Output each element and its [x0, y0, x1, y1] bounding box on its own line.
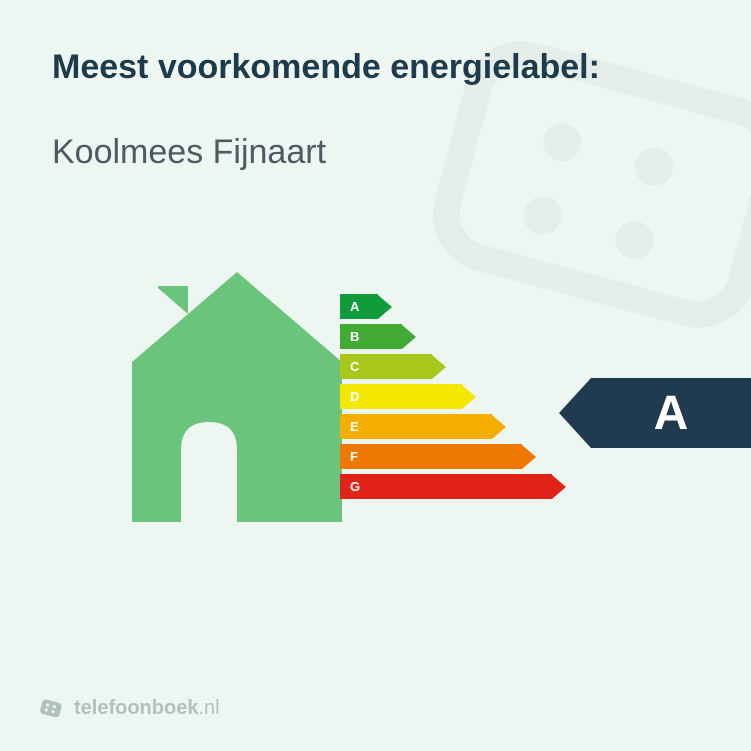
page-title: Meest voorkomende energielabel:: [52, 48, 699, 87]
energy-bar-c: C: [340, 354, 566, 379]
chevron-right-icon: [432, 355, 446, 379]
chevron-right-icon: [378, 295, 392, 319]
badge-arrow: [559, 378, 591, 448]
footer-brand-name: telefoonboek: [74, 697, 198, 719]
bar-label: B: [340, 324, 402, 349]
location-name: Koolmees Fijnaart: [52, 133, 699, 172]
footer-brand-ext: .nl: [198, 697, 219, 719]
energy-bar-f: F: [340, 444, 566, 469]
result-badge: A: [559, 378, 751, 448]
energy-bar-e: E: [340, 414, 566, 439]
bar-label: A: [340, 294, 378, 319]
house-icon: [132, 272, 342, 522]
energy-label-card: Meest voorkomende energielabel: Koolmees…: [0, 0, 751, 751]
bar-label: D: [340, 384, 462, 409]
bar-label: C: [340, 354, 432, 379]
footer-text: telefoonboek.nl: [74, 697, 220, 720]
footer-brand: telefoonboek.nl: [38, 695, 220, 721]
badge-letter: A: [591, 378, 751, 448]
chevron-right-icon: [462, 385, 476, 409]
bar-label: F: [340, 444, 522, 469]
bar-label: G: [340, 474, 552, 499]
energy-bar-g: G: [340, 474, 566, 499]
phonebook-icon: [38, 695, 64, 721]
energy-bars: ABCDEFG: [340, 294, 566, 499]
bar-label: E: [340, 414, 492, 439]
chevron-right-icon: [522, 445, 536, 469]
chevron-right-icon: [552, 475, 566, 499]
chevron-right-icon: [492, 415, 506, 439]
energy-bar-b: B: [340, 324, 566, 349]
chevron-right-icon: [402, 325, 416, 349]
energy-bar-d: D: [340, 384, 566, 409]
energy-bar-a: A: [340, 294, 566, 319]
